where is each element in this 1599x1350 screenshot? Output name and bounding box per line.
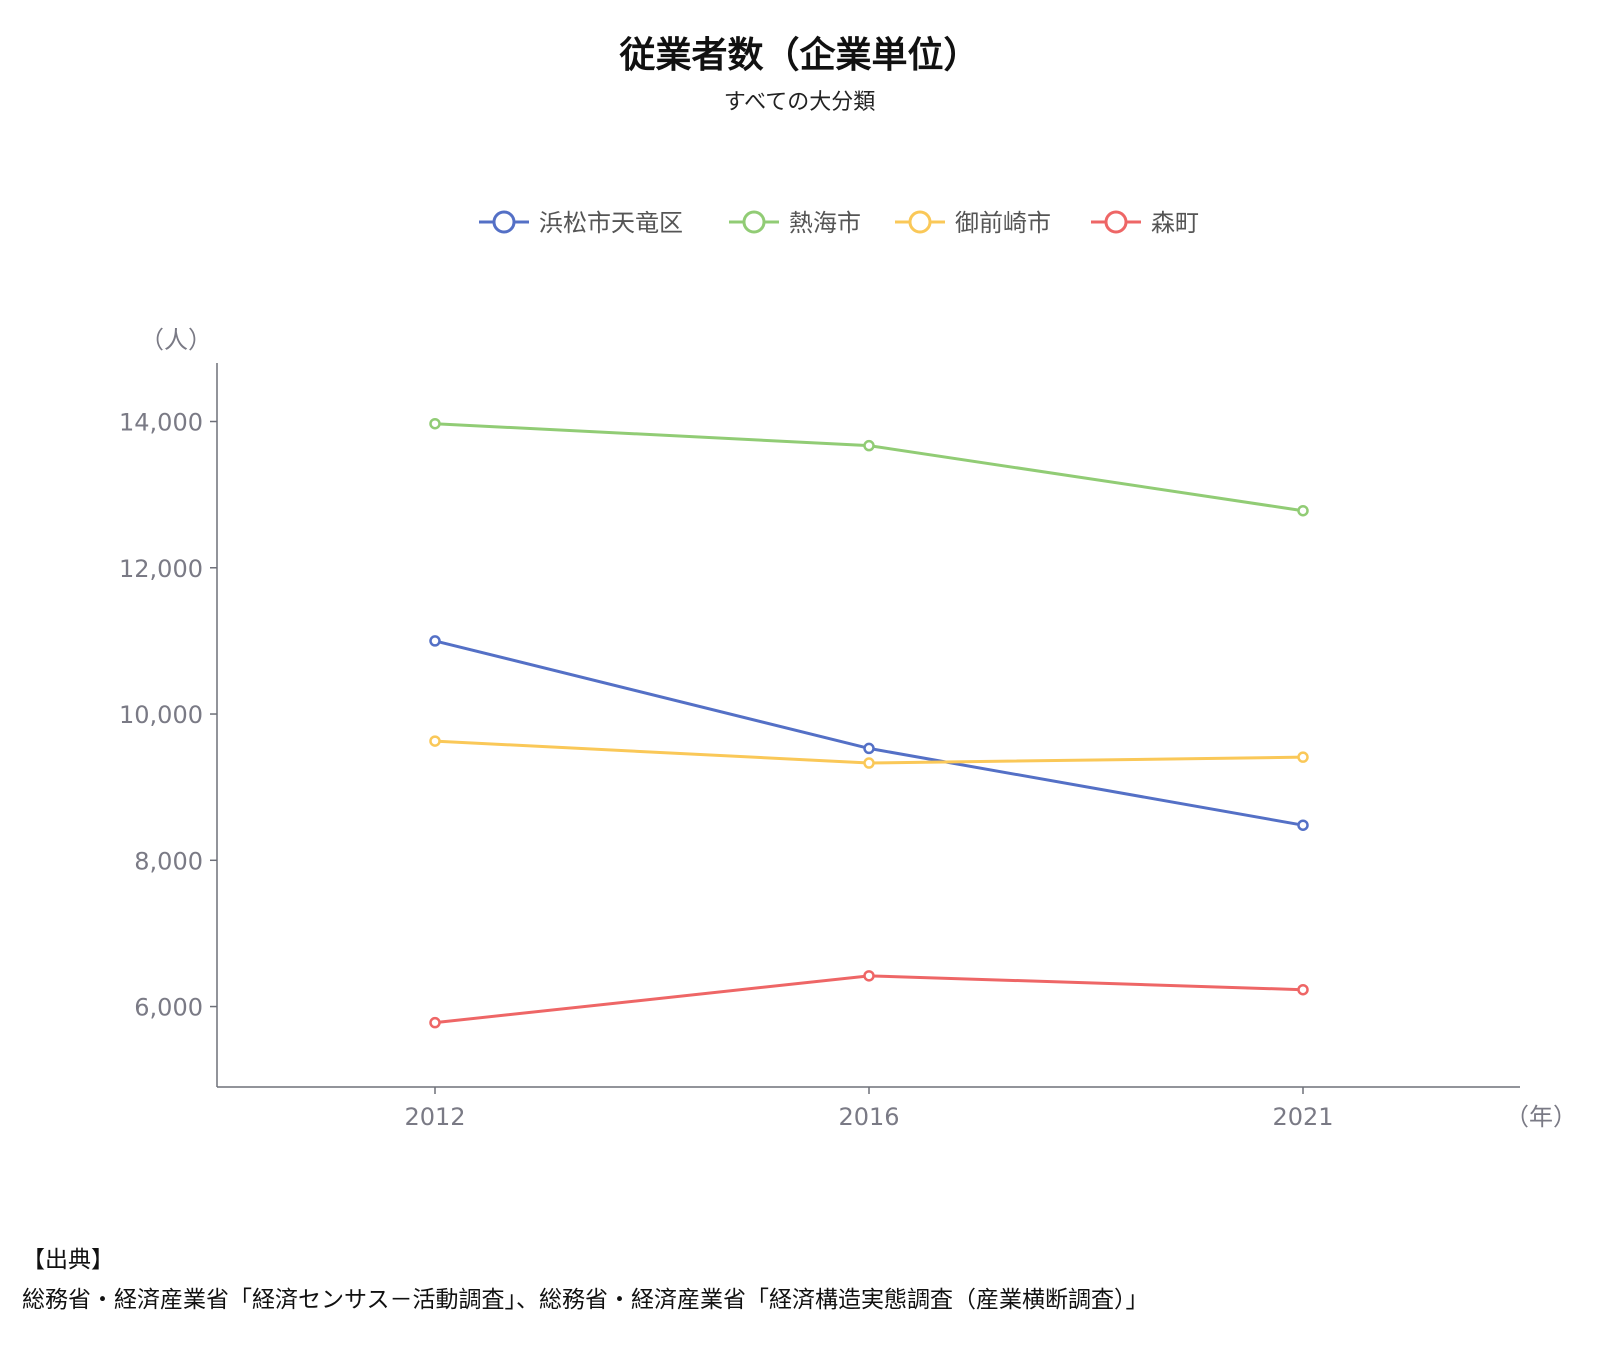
legend-marker: [492, 210, 516, 234]
series-4: [429, 970, 1309, 1029]
y-tick-label: 10,000: [119, 701, 203, 729]
data-point: [1297, 751, 1309, 763]
legend-marker: [908, 210, 932, 234]
data-point: [429, 635, 441, 647]
x-tick-label: 2016: [838, 1103, 899, 1131]
data-point: [863, 970, 875, 982]
legend-item: 森町: [1091, 209, 1199, 237]
series-line: [434, 639, 1304, 827]
legend-label: 御前崎市: [955, 209, 1051, 237]
line-chart: 浜松市天竜区 熱海市 御前崎市 森町 （人） 6,000 8,000 10,000 12,0…: [119, 209, 1577, 1131]
series-3: [429, 735, 1309, 769]
data-point: [429, 1016, 441, 1029]
legend-item: 御前崎市: [895, 209, 1051, 237]
data-point: [1297, 983, 1309, 996]
source-heading: 【出典】: [22, 1247, 114, 1273]
data-point: [429, 417, 441, 430]
legend-label: 浜松市天竜区: [539, 209, 683, 237]
data-point: [1297, 819, 1309, 831]
legend-label: 森町: [1151, 209, 1199, 237]
x-tick-label: 2012: [404, 1103, 465, 1131]
y-axis-unit: （人）: [140, 326, 212, 354]
legend-item: 浜松市天竜区: [479, 209, 683, 237]
legend-marker: [742, 210, 766, 234]
x-axis-ticks: 2012 2016 2021: [404, 1087, 1334, 1131]
y-tick-label: 14,000: [119, 409, 203, 437]
series-1: [429, 635, 1309, 831]
source-text: 総務省・経済産業省「経済センサス－活動調査」、総務省・経済産業省「経済構造実態調…: [22, 1287, 1149, 1313]
data-point: [1297, 504, 1309, 517]
series-line: [434, 422, 1304, 513]
series-group: [429, 417, 1309, 1029]
chart-title: 従業者数（企業単位）: [619, 35, 980, 76]
chart-subtitle: すべての大分類: [723, 90, 876, 115]
source-note: 【出典】 総務省・経済産業省「経済センサス－活動調査」、総務省・経済産業省「経済…: [22, 1240, 1149, 1320]
data-point: [863, 439, 875, 452]
legend-label: 熱海市: [789, 209, 861, 237]
x-tick-label: 2021: [1272, 1103, 1333, 1131]
y-tick-label: 6,000: [134, 994, 203, 1022]
legend: 浜松市天竜区 熱海市 御前崎市 森町: [479, 209, 1199, 237]
legend-item: 熱海市: [729, 209, 861, 237]
data-point: [863, 757, 875, 769]
data-point: [429, 735, 441, 747]
y-tick-label: 12,000: [119, 555, 203, 583]
data-point: [863, 742, 875, 755]
y-tick-label: 8,000: [134, 847, 203, 875]
x-axis-unit: （年）: [1505, 1103, 1577, 1131]
series-line: [434, 974, 1304, 1025]
y-axis-ticks: 6,000 8,000 10,000 12,000 14,000: [119, 409, 217, 1022]
series-2: [429, 417, 1309, 517]
legend-marker: [1104, 210, 1128, 234]
